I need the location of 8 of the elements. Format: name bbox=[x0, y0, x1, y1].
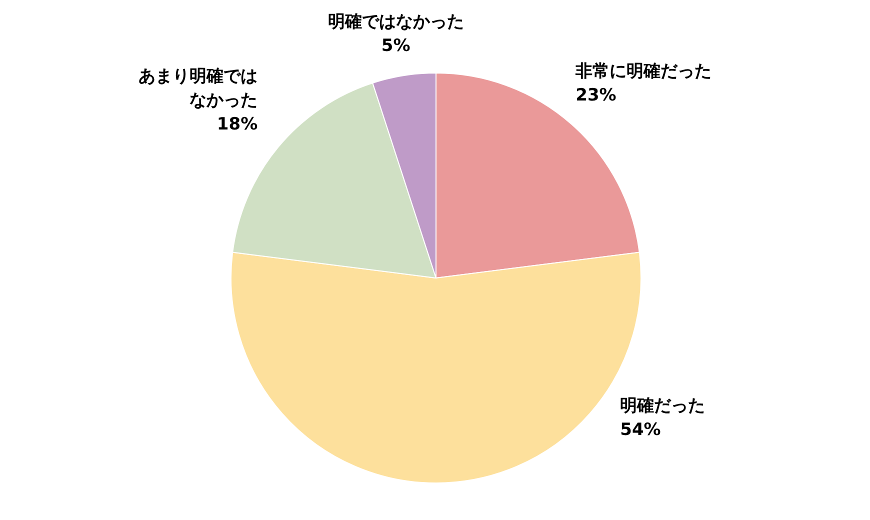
data-label: 54% bbox=[620, 420, 661, 440]
slice-label: 明確だった bbox=[620, 396, 706, 416]
data-label: 18% bbox=[216, 114, 258, 135]
data-label: 5% bbox=[381, 36, 410, 56]
slice-label: 明確ではなかった bbox=[328, 12, 464, 32]
slice-label: あまり明確ではなかった bbox=[138, 66, 258, 111]
slice-label: 非常に明確だった bbox=[574, 62, 712, 82]
data-label: 23% bbox=[576, 86, 616, 106]
